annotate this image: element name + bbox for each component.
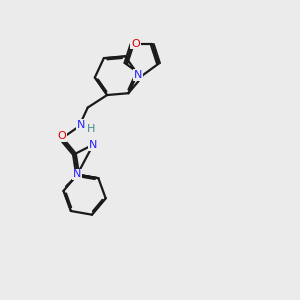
Text: N: N — [77, 120, 86, 130]
Text: N: N — [73, 169, 82, 179]
Text: O: O — [131, 38, 140, 49]
Text: H: H — [87, 124, 96, 134]
Text: O: O — [57, 131, 66, 141]
Text: N: N — [89, 140, 97, 150]
Text: N: N — [134, 70, 142, 80]
